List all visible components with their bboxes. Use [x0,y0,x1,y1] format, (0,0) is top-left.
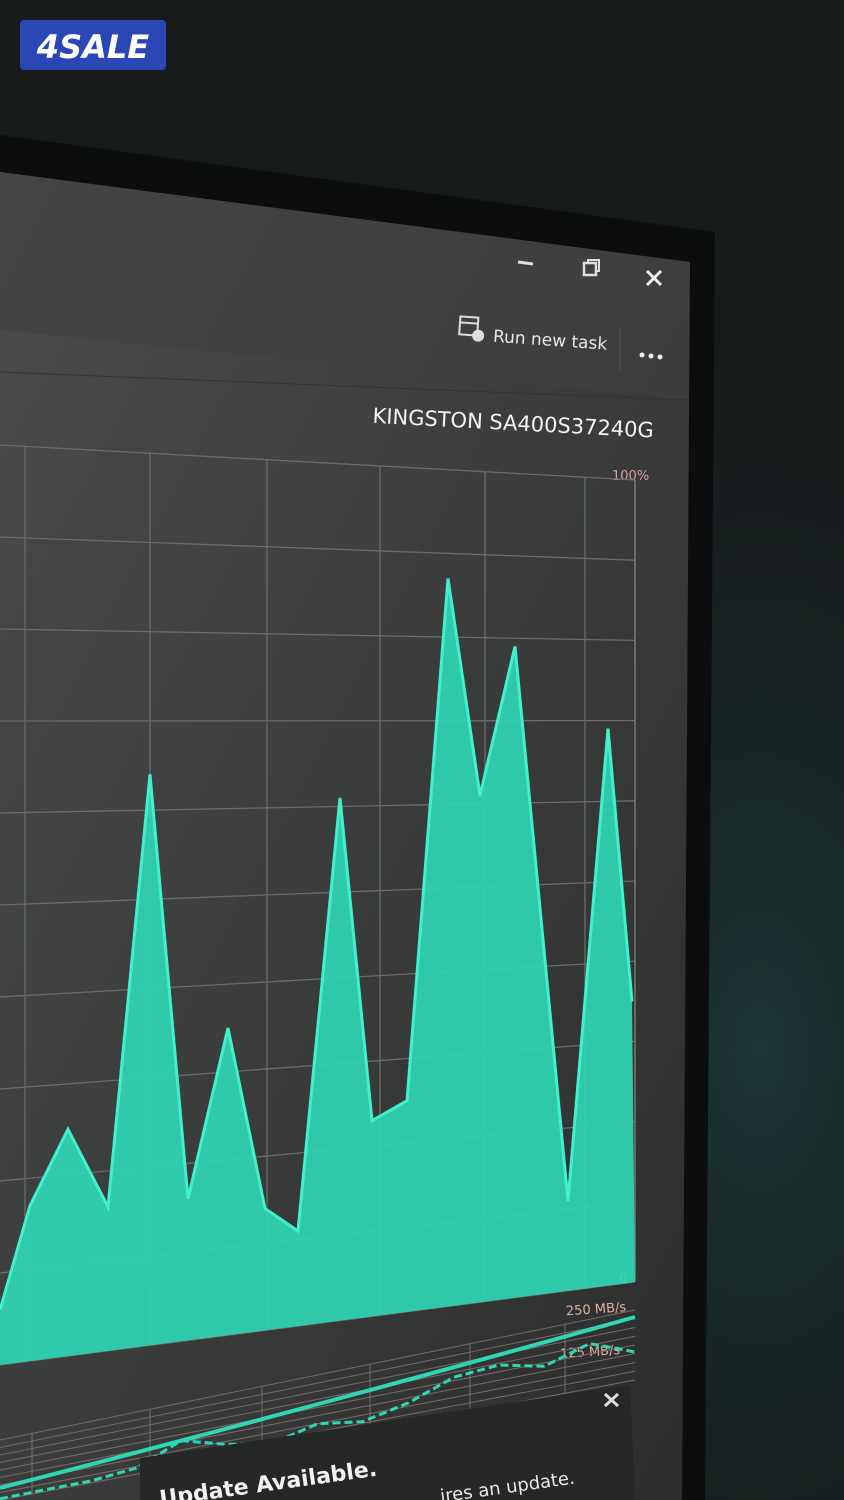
gridline-h [0,1309,636,1441]
gridline-h [0,444,636,481]
active-time-line [0,578,634,1311]
gridline-h [0,1335,636,1463]
gridline-h [0,1318,636,1448]
gridline-h [0,536,636,561]
active-time-max-label: 100% [612,469,649,484]
gridline-h [0,1327,636,1456]
minimize-icon[interactable] [517,260,534,266]
transfer-series-line [0,1315,636,1490]
transfer-series-line [0,1341,636,1500]
logo-text: 4SALE [36,28,149,66]
more-options-icon[interactable] [639,352,663,360]
restore-icon[interactable] [582,259,600,277]
run-task-icon [458,315,485,342]
transfer-chart [0,1315,636,1500]
gridline-h [0,628,636,642]
notification-close-icon[interactable] [603,1392,620,1408]
close-icon[interactable] [645,269,663,287]
gridline-h [0,1353,636,1478]
logo: 4SALE [20,20,166,70]
active-time-chart [0,578,635,1365]
update-notification[interactable]: Update Available. ires an update. [140,1385,635,1500]
gridline-h [0,1362,636,1486]
